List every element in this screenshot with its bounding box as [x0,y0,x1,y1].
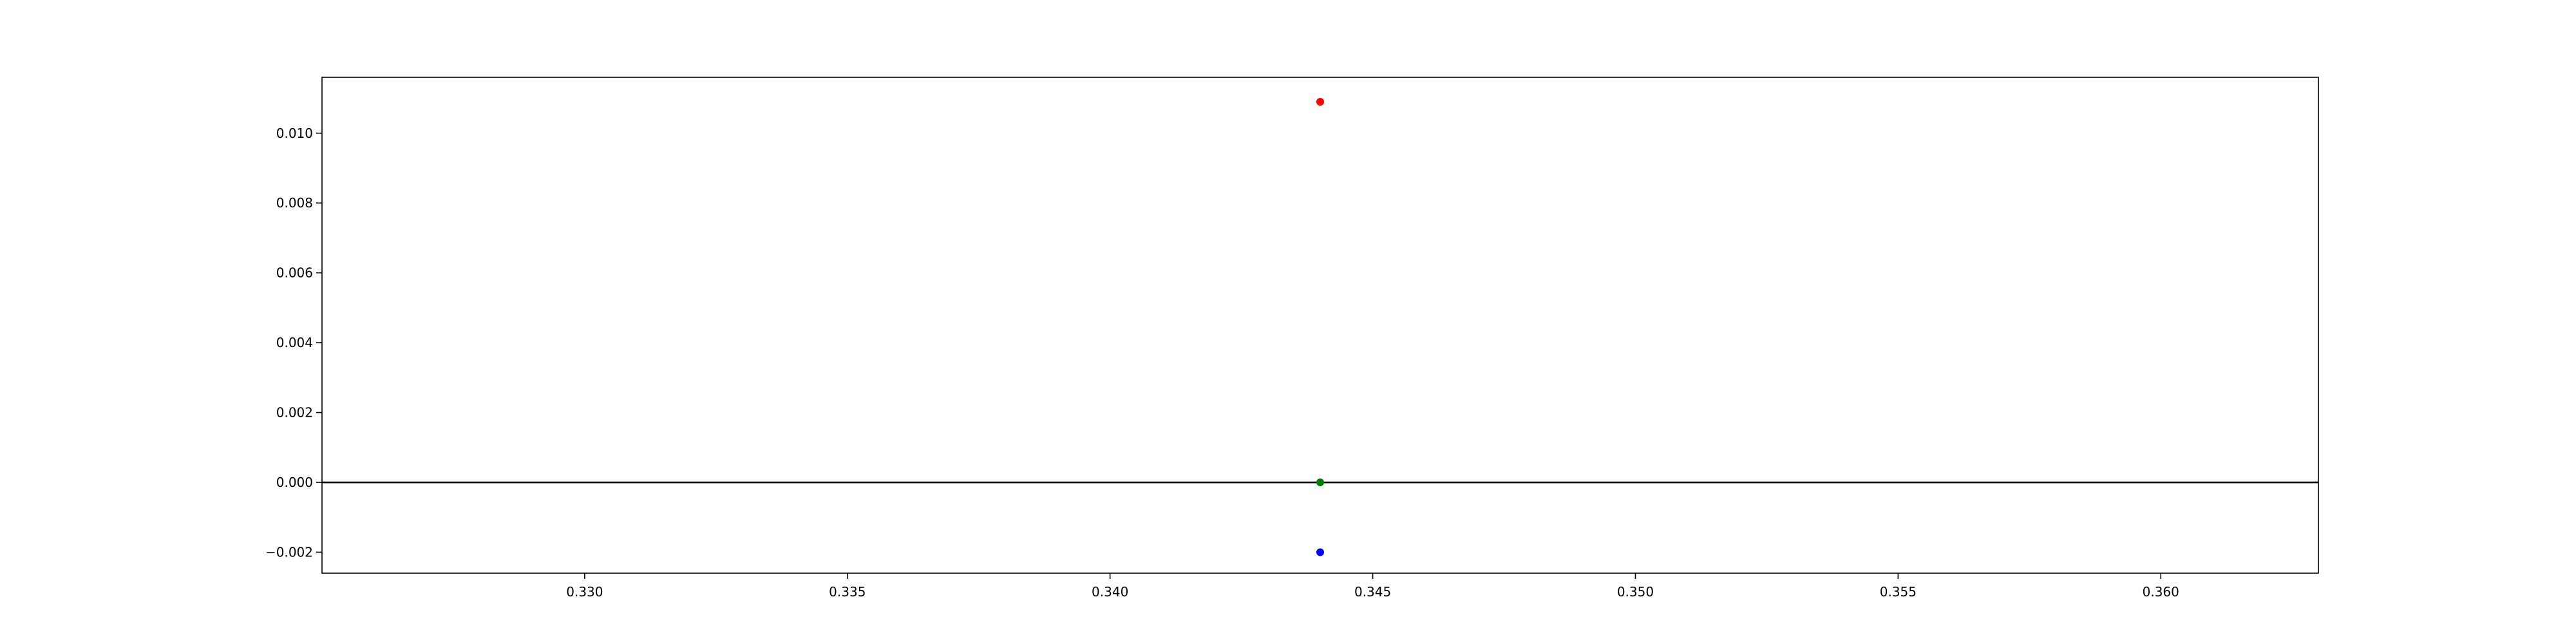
y-axis-ticks: −0.002 0.000 0.002 0.004 0.006 0.008 0.010 [265,126,322,560]
plot-frame [321,77,2319,574]
y-tick-label: 0.010 [276,126,313,141]
x-tick-label: 0.335 [829,584,866,600]
x-tick-label: 0.350 [1617,584,1654,600]
data-points [1316,97,1324,556]
x-tick-label: 0.330 [566,584,603,600]
data-point [1316,478,1324,487]
y-tick-label: −0.002 [265,544,313,560]
x-tick-label: 0.340 [1092,584,1128,600]
y-tick-label: 0.008 [276,195,313,211]
y-tick-label: 0.006 [276,265,313,281]
data-point [1316,548,1324,556]
x-tick-label: 0.345 [1354,584,1391,600]
data-point [1316,97,1324,106]
x-tick-label: 0.360 [2143,584,2179,600]
y-tick-label: 0.000 [276,475,313,490]
x-axis-ticks: 0.330 0.335 0.340 0.345 0.350 0.355 0.360 [566,573,2179,600]
plot-area [322,77,2318,573]
y-tick-label: 0.004 [276,335,313,350]
y-tick-label: 0.002 [276,405,313,421]
x-tick-label: 0.355 [1880,584,1917,600]
